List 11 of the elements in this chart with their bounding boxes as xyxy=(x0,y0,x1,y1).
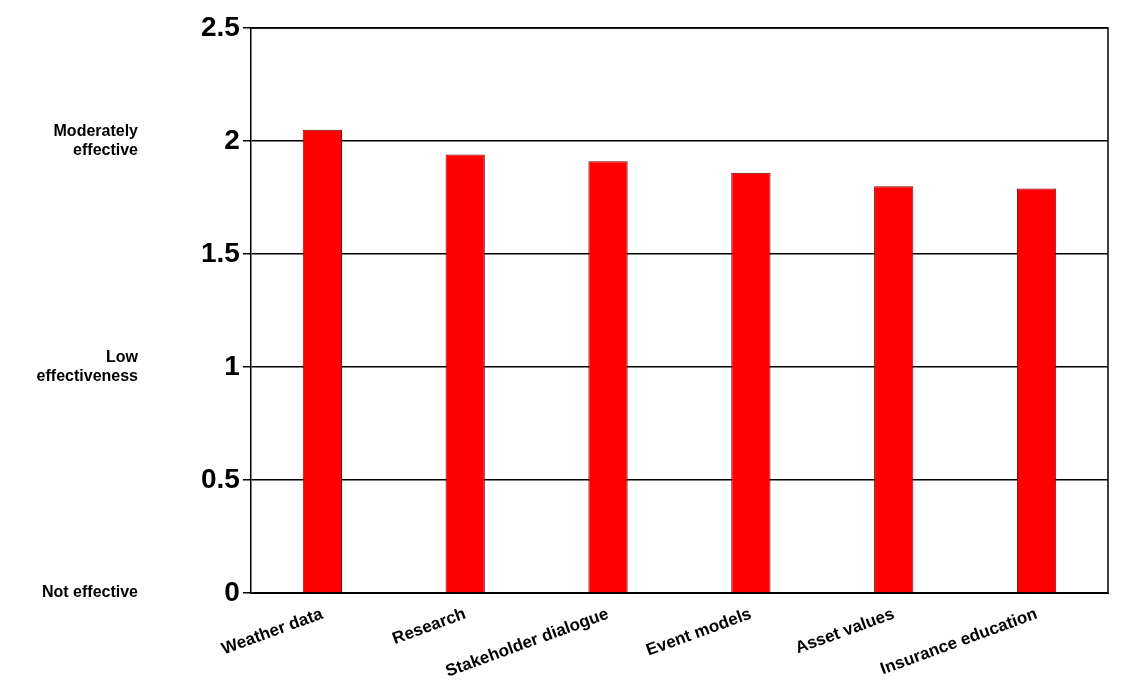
text: Moderately effective xyxy=(53,121,139,158)
y-tick-label: 0 xyxy=(224,575,240,607)
y-tick-label: 1 xyxy=(224,349,240,381)
y-tick-label: 2.5 xyxy=(200,10,240,42)
x-tick-label: Event models xyxy=(643,603,754,660)
y-tick-label: 1.5 xyxy=(200,236,240,268)
y-tick-label: 2 xyxy=(224,123,240,155)
y-tick-label: 0.5 xyxy=(200,462,240,494)
text: Low effectiveness xyxy=(36,347,139,384)
x-tick-label: Asset values xyxy=(792,603,897,658)
text: Not effective xyxy=(41,583,139,601)
